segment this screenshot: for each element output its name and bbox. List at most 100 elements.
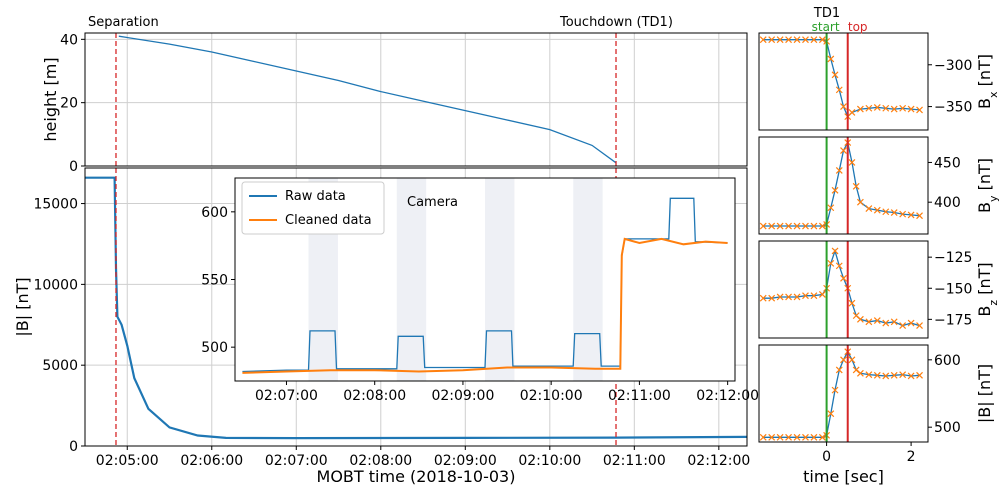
inset-xtick-label: 02:10:00 bbox=[520, 388, 583, 404]
by-point-marker bbox=[818, 222, 826, 230]
by-point-marker bbox=[802, 222, 809, 230]
bmag-xtick-label: 02:09:00 bbox=[434, 453, 497, 469]
bz-ytick-label: −150 bbox=[934, 281, 972, 297]
bmag_td1-point-marker bbox=[840, 356, 847, 364]
by-point-marker bbox=[890, 209, 898, 216]
bmag_td1-point-marker bbox=[793, 433, 801, 441]
by-point-marker bbox=[882, 208, 890, 216]
by-point-marker bbox=[759, 222, 767, 230]
by-point-marker bbox=[776, 222, 784, 230]
height-ytick-label: 20 bbox=[60, 96, 78, 112]
by-point-marker bbox=[768, 222, 776, 230]
bz-point-marker bbox=[827, 259, 835, 267]
bmag_td1-point-marker bbox=[759, 433, 767, 441]
bmag_td1-point-marker bbox=[768, 433, 776, 441]
bx-point-marker bbox=[831, 71, 839, 79]
bmag-xlabel: MOBT time (2018-10-03) bbox=[317, 467, 516, 486]
bmag-xtick-label: 02:12:00 bbox=[687, 453, 750, 469]
bmag-ytick-label: 5000 bbox=[42, 358, 78, 374]
bmag-ytick-label: 10000 bbox=[33, 277, 78, 293]
bmag_td1-point-marker bbox=[831, 386, 839, 394]
by-point-marker bbox=[873, 206, 881, 214]
by-point-marker bbox=[916, 212, 923, 220]
legend-label-raw: Raw data bbox=[285, 189, 346, 204]
bz-point-marker bbox=[899, 322, 907, 329]
bx-point-marker bbox=[827, 55, 835, 63]
bmag_td1-point-marker bbox=[810, 433, 818, 441]
bx-point-marker bbox=[840, 103, 847, 111]
camera-interval-band bbox=[396, 178, 427, 381]
camera-annotation: Camera bbox=[407, 195, 458, 210]
bx-point-marker bbox=[865, 104, 873, 112]
bz-point-marker bbox=[831, 247, 839, 255]
bmag_td1-point-marker bbox=[899, 371, 907, 379]
bx-point-marker bbox=[848, 109, 856, 116]
bmag_td1-point-marker bbox=[873, 371, 881, 379]
bmag_td1-point-marker bbox=[907, 372, 915, 380]
inset-xtick-label: 02:08:00 bbox=[343, 388, 406, 404]
inset-panel: 500 550 600 02:07:00 02:08:00 02:09:00 02:10:0… bbox=[201, 177, 759, 404]
bx-point-marker bbox=[793, 36, 801, 44]
height-panel: 0 20 40 Separation Touchdown (TD1) height [m] bbox=[41, 15, 748, 175]
bmag-xtick-label: 02:11:00 bbox=[603, 453, 666, 469]
bx-point-marker bbox=[835, 86, 843, 94]
bmag-ytick-label: 0 bbox=[69, 439, 78, 455]
bmag-xtick-label: 02:07:00 bbox=[265, 453, 328, 469]
inset-xtick-label: 02:07:00 bbox=[255, 388, 318, 404]
by-point-marker bbox=[827, 204, 835, 212]
bx-point-marker bbox=[802, 36, 809, 44]
bx-point-marker bbox=[873, 103, 881, 111]
bz-point-marker bbox=[802, 292, 809, 300]
bx-point-marker bbox=[882, 104, 890, 112]
bmag_td1-point-marker bbox=[827, 410, 835, 418]
bmag-frame bbox=[84, 167, 748, 447]
bz-point-marker bbox=[840, 274, 847, 282]
event-label: Touchdown (TD1) bbox=[559, 15, 673, 30]
bz-point-marker bbox=[890, 318, 898, 326]
legend-label-cleaned: Cleaned data bbox=[285, 213, 372, 228]
bmag_td1-point-marker bbox=[802, 433, 809, 441]
bmag_td1-point-marker bbox=[865, 371, 873, 379]
bz-point-marker bbox=[907, 319, 915, 327]
bz-ylabel: Bz [nT] bbox=[975, 262, 1000, 316]
height-frame bbox=[84, 32, 748, 167]
td1-title: TD1 bbox=[813, 6, 840, 21]
bz-point-marker bbox=[759, 294, 767, 302]
by-ytick-label: 450 bbox=[934, 155, 961, 171]
by-point-marker bbox=[848, 159, 856, 166]
bx-point-marker bbox=[856, 105, 864, 113]
by-point-marker bbox=[835, 166, 843, 174]
by-point-marker bbox=[899, 210, 907, 218]
bz-point-marker bbox=[835, 262, 843, 270]
top-label: top bbox=[848, 20, 868, 34]
bz-series-line bbox=[763, 248, 920, 327]
bz-plot-area bbox=[759, 241, 928, 338]
inset-raw-line bbox=[242, 197, 728, 373]
bmag-xtick-label: 02:08:00 bbox=[349, 453, 412, 469]
inset-cleaned-line bbox=[242, 237, 728, 374]
inset-frame bbox=[234, 177, 736, 382]
by-point-marker bbox=[907, 211, 915, 219]
bz-point-marker bbox=[873, 317, 881, 325]
height-ytick-label: 0 bbox=[69, 159, 78, 175]
bmag-td1-panel: 500 600 |B| [nT] 0 2 time [sec] bbox=[758, 344, 994, 486]
by-point-marker bbox=[856, 198, 864, 206]
bx-point-marker bbox=[776, 36, 784, 44]
bx-point-marker bbox=[768, 36, 776, 44]
bx-plot-area bbox=[759, 33, 928, 130]
height-ylabel: height [m] bbox=[41, 57, 60, 141]
start-label: start bbox=[812, 20, 840, 34]
by-ytick-label: 400 bbox=[934, 195, 961, 211]
bmag_td1-frame bbox=[758, 344, 929, 443]
bz-point-marker bbox=[848, 299, 856, 307]
by-point-marker bbox=[810, 222, 818, 230]
td1-xtick-label: 2 bbox=[907, 449, 916, 465]
bx-point-marker bbox=[759, 36, 767, 44]
by-point-marker bbox=[793, 222, 801, 230]
bmag_td1-point-marker bbox=[785, 433, 792, 441]
bz-point-marker bbox=[793, 293, 801, 301]
by-point-marker bbox=[785, 222, 792, 230]
inset-ytick-label: 550 bbox=[201, 273, 228, 289]
